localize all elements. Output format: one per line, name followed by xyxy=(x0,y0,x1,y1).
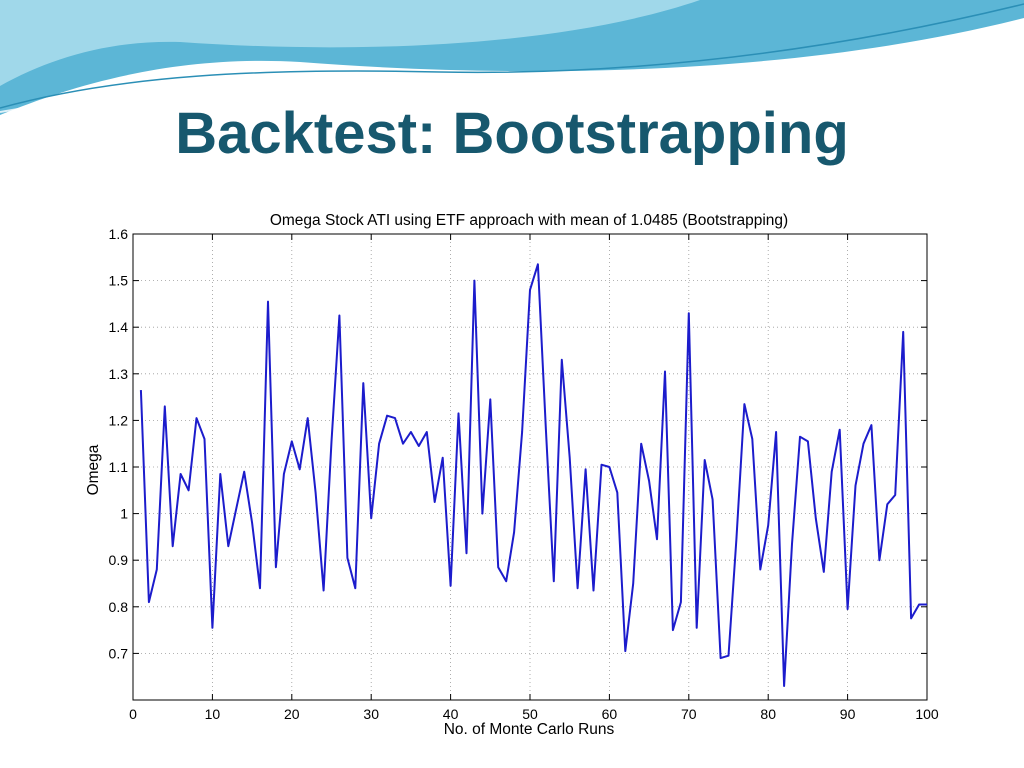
y-tick-label: 0.7 xyxy=(109,645,129,661)
x-tick-label: 20 xyxy=(284,706,300,722)
x-tick-label: 100 xyxy=(915,706,939,722)
omega-line-chart: Omega Stock ATI using ETF approach with … xyxy=(85,212,939,738)
x-tick-label: 50 xyxy=(522,706,538,722)
x-tick-label: 10 xyxy=(205,706,221,722)
y-tick-label: 1.6 xyxy=(109,226,129,242)
x-tick-label: 80 xyxy=(760,706,776,722)
x-tick-label: 40 xyxy=(443,706,459,722)
y-tick-label: 1.5 xyxy=(109,273,129,289)
y-tick-label: 1 xyxy=(120,506,128,522)
x-tick-label: 60 xyxy=(602,706,618,722)
chart-title: Omega Stock ATI using ETF approach with … xyxy=(270,212,788,229)
y-tick-label: 1.2 xyxy=(109,412,129,428)
y-tick-label: 0.9 xyxy=(109,552,129,568)
y-tick-label: 1.3 xyxy=(109,366,129,382)
x-tick-label: 30 xyxy=(363,706,379,722)
x-tick-label: 0 xyxy=(129,706,137,722)
axis-ticks: 0 10 20 30 40 50 60 70 80 90 100 0.7 0.8 0.9 1 1.1 1.2 1.… xyxy=(109,226,939,722)
slide-title: Backtest: Bootstrapping xyxy=(175,101,849,166)
x-axis-label: No. of Monte Carlo Runs xyxy=(444,721,615,738)
header-wave-decoration xyxy=(0,0,1024,115)
y-tick-label: 1.1 xyxy=(109,459,129,475)
y-axis-label: Omega xyxy=(85,444,102,495)
y-tick-label: 0.8 xyxy=(109,599,129,615)
series-line-omega xyxy=(139,263,927,687)
y-tick-label: 1.4 xyxy=(109,319,129,335)
x-tick-label: 90 xyxy=(840,706,856,722)
x-tick-label: 70 xyxy=(681,706,697,722)
